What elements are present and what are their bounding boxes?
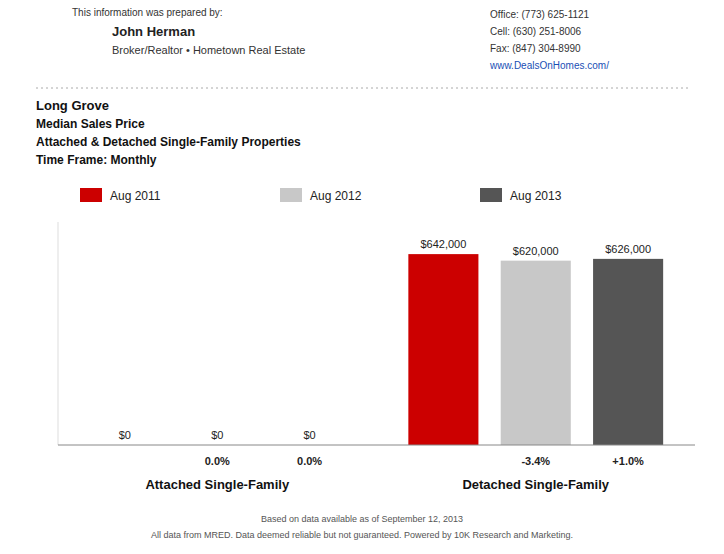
change-label: -3.4% (521, 455, 550, 467)
data-label: $0 (303, 429, 315, 441)
change-label: 0.0% (205, 455, 230, 467)
header-name: John Herman (112, 24, 195, 39)
legend-swatch (480, 188, 502, 202)
legend-label: Aug 2011 (110, 189, 161, 203)
separator (36, 88, 688, 89)
header-link: www.DealsOnHomes.com/ (489, 60, 609, 71)
subtitle: Attached & Detached Single-Family Proper… (36, 135, 301, 149)
header-text: Cell: (630) 251-8006 (490, 26, 582, 37)
data-label: $0 (119, 429, 131, 441)
data-label: $620,000 (513, 245, 559, 257)
bar (593, 259, 663, 445)
category-label: Detached Single-Family (462, 477, 609, 492)
data-label: $0 (211, 429, 223, 441)
legend-swatch (80, 188, 102, 202)
chart-root: This information was prepared by: John He… (0, 0, 724, 554)
background (0, 0, 724, 554)
header-text: Office: (773) 625-1121 (490, 9, 590, 20)
legend-label: Aug 2012 (310, 189, 362, 203)
header-text: This information was prepared by: (72, 7, 223, 18)
x-axis-line (58, 445, 695, 446)
bars (408, 254, 663, 445)
y-axis-line (58, 222, 59, 445)
header-text: Fax: (847) 304-8990 (490, 43, 581, 54)
legend-label: Aug 2013 (510, 189, 562, 203)
title: Long Grove (36, 98, 109, 113)
change-label: 0.0% (297, 455, 322, 467)
header-text: Broker/Realtor • Hometown Real Estate (112, 44, 305, 56)
data-label: $626,000 (605, 243, 651, 255)
data-label: $642,000 (420, 238, 466, 250)
footer-text: All data from MRED. Data deemed reliable… (151, 530, 573, 540)
subtitle: Time Frame: Monthly (36, 153, 157, 167)
bar (501, 261, 571, 445)
change-label: +1.0% (612, 455, 644, 467)
bar (408, 254, 478, 445)
subtitle: Median Sales Price (36, 117, 145, 131)
category-label: Attached Single-Family (145, 477, 290, 492)
legend-swatch (280, 188, 302, 202)
footer-text: Based on data available as of September … (261, 514, 463, 524)
labels: $0 $0 0.0% $0 0.0% Attached Single-Family $642… (119, 238, 651, 492)
